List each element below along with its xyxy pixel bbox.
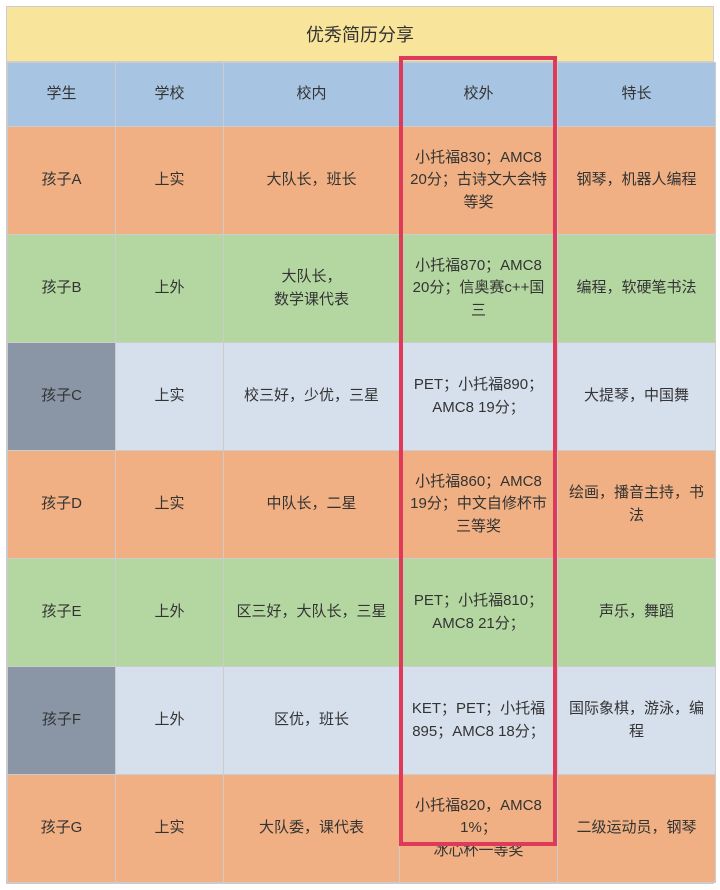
- table-cell: 大队长，数学课代表: [224, 235, 400, 343]
- table-cell: 大提琴，中国舞: [558, 343, 716, 451]
- table-cell: 绘画，播音主持，书法: [558, 451, 716, 559]
- table-cell: 上外: [116, 559, 224, 667]
- table-row: 孩子A上实大队长，班长小托福830；AMC8 20分；古诗文大会特等奖钢琴，机器…: [8, 127, 716, 235]
- table-cell: 上实: [116, 451, 224, 559]
- table-cell: 钢琴，机器人编程: [558, 127, 716, 235]
- table-cell: 区三好，大队长，三星: [224, 559, 400, 667]
- header-specialty: 特长: [558, 63, 716, 127]
- header-student: 学生: [8, 63, 116, 127]
- table-cell: 孩子C: [8, 343, 116, 451]
- table-cell: 上实: [116, 775, 224, 883]
- table-cell: 中队长，二星: [224, 451, 400, 559]
- header-row: 学生 学校 校内 校外 特长: [8, 63, 716, 127]
- table-cell: 小托福820，AMC8 1%；冰心杯一等奖: [400, 775, 558, 883]
- table-container: 优秀简历分享 学生 学校 校内 校外 特长 孩子A上实大队长，班长小托福830；…: [6, 6, 714, 884]
- table-row: 孩子D上实中队长，二星小托福860；AMC8 19分；中文自修杯市三等奖绘画，播…: [8, 451, 716, 559]
- table-cell: 上外: [116, 667, 224, 775]
- table-cell: 孩子B: [8, 235, 116, 343]
- table-cell: 上实: [116, 127, 224, 235]
- table-cell: 孩子D: [8, 451, 116, 559]
- header-out-school: 校外: [400, 63, 558, 127]
- resume-table: 学生 学校 校内 校外 特长 孩子A上实大队长，班长小托福830；AMC8 20…: [7, 62, 716, 883]
- table-cell: KET；PET；小托福895；AMC8 18分；: [400, 667, 558, 775]
- table-row: 孩子E上外区三好，大队长，三星PET；小托福810；AMC8 21分；声乐，舞蹈: [8, 559, 716, 667]
- table-cell: 小托福860；AMC8 19分；中文自修杯市三等奖: [400, 451, 558, 559]
- table-cell: 小托福830；AMC8 20分；古诗文大会特等奖: [400, 127, 558, 235]
- table-cell: 孩子G: [8, 775, 116, 883]
- table-wrap: 优秀简历分享 学生 学校 校内 校外 特长 孩子A上实大队长，班长小托福830；…: [6, 6, 714, 884]
- table-cell: 区优，班长: [224, 667, 400, 775]
- table-cell: 孩子E: [8, 559, 116, 667]
- table-cell: 上外: [116, 235, 224, 343]
- table-cell: PET；小托福890；AMC8 19分；: [400, 343, 558, 451]
- table-body: 孩子A上实大队长，班长小托福830；AMC8 20分；古诗文大会特等奖钢琴，机器…: [8, 127, 716, 883]
- table-cell: 编程，软硬笔书法: [558, 235, 716, 343]
- table-cell: 国际象棋，游泳，编程: [558, 667, 716, 775]
- table-row: 孩子G上实大队委，课代表小托福820，AMC8 1%；冰心杯一等奖二级运动员，钢…: [8, 775, 716, 883]
- table-cell: 上实: [116, 343, 224, 451]
- table-cell: 大队委，课代表: [224, 775, 400, 883]
- table-row: 孩子F上外区优，班长KET；PET；小托福895；AMC8 18分；国际象棋，游…: [8, 667, 716, 775]
- table-cell: 小托福870；AMC8 20分；信奥赛c++国三: [400, 235, 558, 343]
- table-cell: 校三好，少优，三星: [224, 343, 400, 451]
- header-school: 学校: [116, 63, 224, 127]
- table-cell: 二级运动员，钢琴: [558, 775, 716, 883]
- table-row: 孩子B上外大队长，数学课代表小托福870；AMC8 20分；信奥赛c++国三编程…: [8, 235, 716, 343]
- table-cell: 孩子F: [8, 667, 116, 775]
- table-row: 孩子C上实校三好，少优，三星PET；小托福890；AMC8 19分；大提琴，中国…: [8, 343, 716, 451]
- table-title: 优秀简历分享: [7, 7, 713, 62]
- header-in-school: 校内: [224, 63, 400, 127]
- table-cell: 孩子A: [8, 127, 116, 235]
- table-cell: PET；小托福810；AMC8 21分；: [400, 559, 558, 667]
- table-cell: 声乐，舞蹈: [558, 559, 716, 667]
- table-cell: 大队长，班长: [224, 127, 400, 235]
